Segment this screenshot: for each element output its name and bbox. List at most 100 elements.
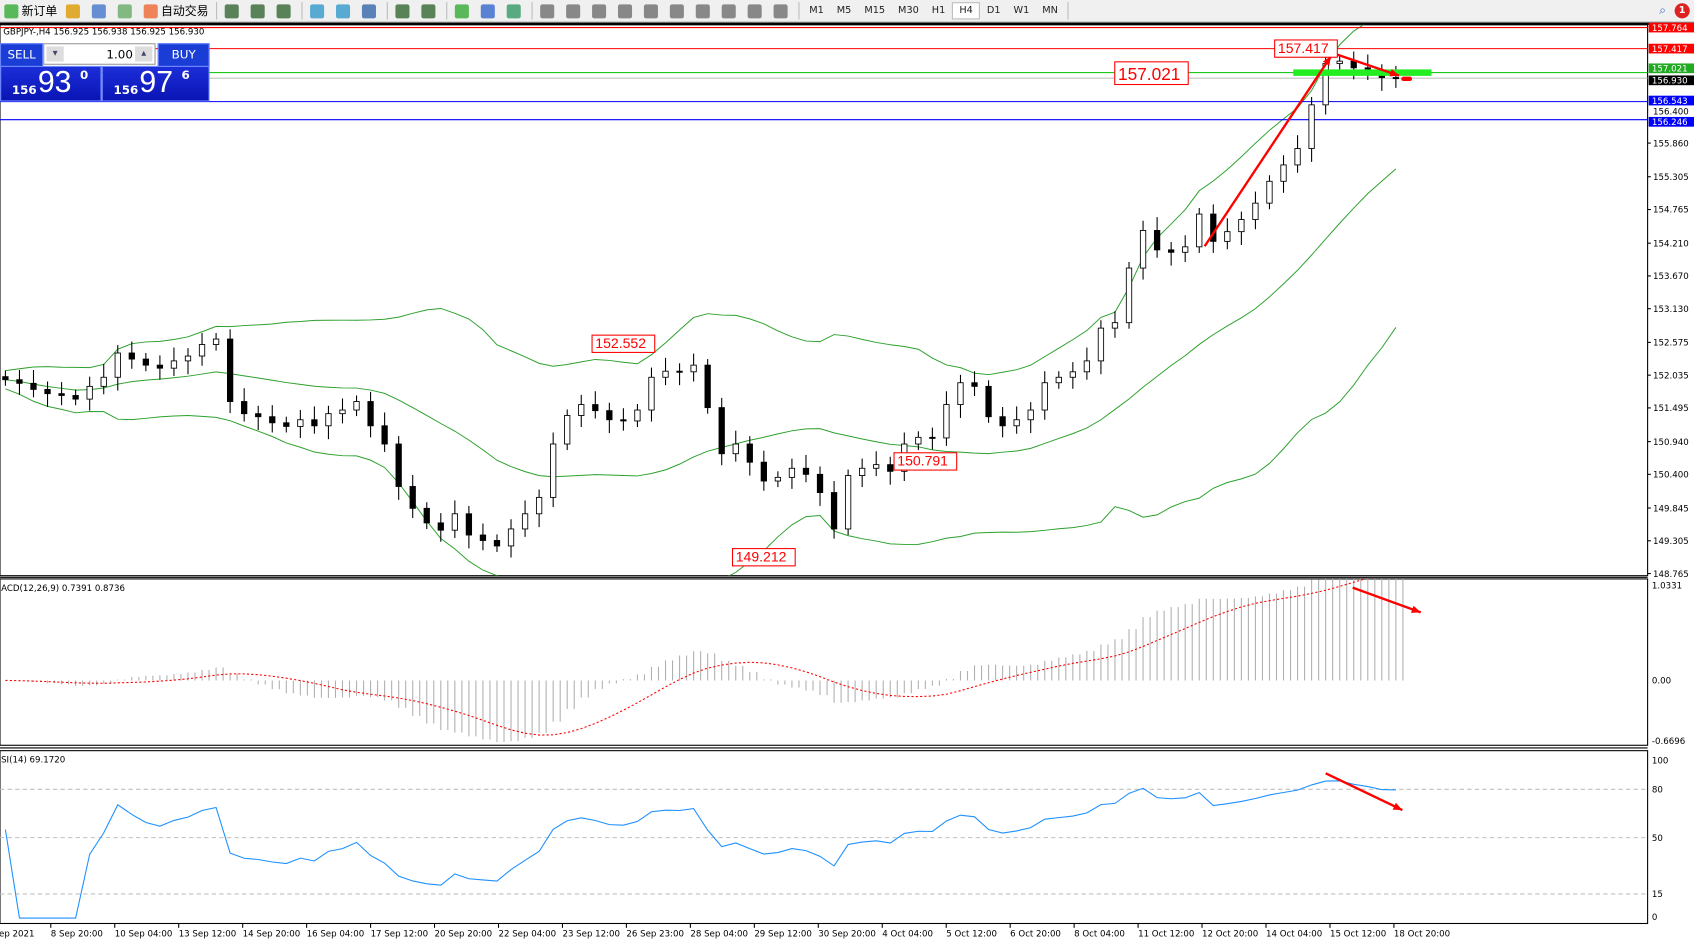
candle-body [451, 513, 458, 531]
candle [1294, 135, 1301, 173]
candle-body [1182, 246, 1189, 253]
candle [114, 345, 121, 391]
annotation-box [1274, 39, 1338, 58]
search-icon[interactable]: ⌕ [1659, 3, 1666, 18]
main-pane[interactable] [0, 24, 1649, 577]
candle-body [437, 522, 444, 531]
candle [507, 519, 515, 558]
candle-body [283, 422, 290, 427]
trend-arrow-down [1334, 52, 1400, 77]
candle [802, 454, 810, 483]
candle-body [128, 352, 135, 360]
lot-increase-button[interactable]: ▲ [135, 46, 153, 62]
fibonacci-icon[interactable] [691, 1, 717, 20]
periods-icon[interactable] [476, 1, 502, 20]
timeframe-m5[interactable]: M5 [836, 5, 852, 17]
price-axis[interactable]: 155.860 155.305 154.765 154.210 153.670 153.1… [1647, 22, 1694, 580]
templates-icon[interactable] [502, 1, 528, 20]
candle-body [943, 404, 950, 439]
timeframe-d1[interactable]: D1 [986, 5, 1001, 17]
time-label: 14 Oct 04:00 [1266, 929, 1322, 939]
candle [704, 359, 711, 414]
price-annotation[interactable]: 157.021 [1114, 61, 1189, 86]
macd-pane[interactable] [0, 578, 1649, 746]
toolbar-separator [301, 2, 303, 20]
rsi-divergence-arrow [1325, 772, 1403, 812]
sell-price-button[interactable]: 156 93 0 [0, 65, 102, 102]
timeframe-h4[interactable]: H4 [951, 2, 981, 20]
price-line-tag [1648, 75, 1694, 86]
price-line-tag-label: 157.764 [1652, 24, 1688, 34]
price-line-tag-label: 157.417 [1652, 45, 1688, 55]
signal-icon[interactable] [113, 1, 139, 20]
market-watch-icon[interactable] [88, 1, 114, 20]
lot-input[interactable] [65, 45, 133, 63]
chart-shift-icon[interactable] [391, 1, 417, 20]
price-annotation[interactable]: 152.552 [591, 334, 656, 353]
crosshair-icon[interactable] [562, 1, 588, 20]
cursor-icon[interactable] [536, 1, 562, 20]
channel-icon[interactable] [666, 1, 692, 20]
candle-body [1308, 104, 1315, 149]
arrows-icon[interactable] [769, 1, 795, 20]
price-annotation[interactable]: 149.212 [731, 548, 796, 567]
indicators-icon[interactable] [451, 1, 477, 20]
candle [732, 430, 739, 462]
zoom-out-icon[interactable] [332, 1, 358, 20]
price-tick-label: 150.400 [1653, 471, 1689, 481]
candle [564, 409, 571, 451]
zoom-in-icon[interactable] [306, 1, 332, 20]
buy-price-button[interactable]: 156 97 6 [101, 65, 210, 102]
time-axis[interactable]: Sep 2021 8 Sep 20:00 10 Sep 04:00 13 Sep 12… [0, 923, 1450, 939]
candle [718, 397, 725, 466]
candle-body [1013, 419, 1020, 427]
gold-icon[interactable] [62, 1, 88, 20]
price-annotation[interactable]: 157.417 [1274, 39, 1338, 58]
time-label: 13 Sep 12:00 [179, 929, 237, 939]
candle [774, 471, 782, 488]
trendline-icon[interactable] [640, 1, 666, 20]
new-order-icon[interactable]: 新订单 [0, 1, 62, 20]
timeframe-m30[interactable]: M30 [898, 5, 919, 17]
vertical-line-icon[interactable] [588, 1, 614, 20]
buy-button[interactable]: BUY [157, 43, 210, 67]
candle-body [241, 401, 248, 415]
timeframe-mn[interactable]: MN [1042, 5, 1058, 17]
text-icon[interactable] [717, 1, 743, 20]
candle [760, 450, 767, 491]
time-label: 15 Oct 12:00 [1330, 929, 1386, 939]
notification-icon[interactable]: 1 [1670, 1, 1694, 20]
candle-body [465, 513, 473, 536]
candle-body [802, 467, 810, 475]
candle-body [1055, 376, 1062, 384]
line-chart-icon[interactable] [272, 1, 298, 20]
candle-body [535, 496, 543, 515]
sell-button[interactable]: SELL [0, 43, 44, 67]
candle [58, 382, 65, 406]
horizontal-line-icon[interactable] [614, 1, 640, 20]
lot-decrease-button[interactable]: ▼ [46, 46, 64, 62]
trend-arrow-up [1203, 55, 1333, 247]
rsi-label: SI(14) 69.1720 [1, 756, 65, 766]
candle-body [521, 513, 529, 530]
notification-badge: 1 [1674, 3, 1690, 19]
candle-chart-icon[interactable] [246, 1, 272, 20]
text-label-icon[interactable] [743, 1, 769, 20]
candle-body [1350, 60, 1357, 69]
auto-trading-icon[interactable]: 自动交易 [139, 1, 212, 20]
toolbar: 新订单 自动交易 M1 M5 M15 M30 H1 H4 D1 W1 MN ⌕ 1 [0, 0, 1694, 23]
tile-windows-icon[interactable] [358, 1, 384, 20]
price-line-tag-label: 156.543 [1652, 97, 1688, 107]
auto-scroll-icon[interactable] [417, 1, 443, 20]
timeframe-m1[interactable]: M1 [809, 5, 824, 17]
rsi-pane[interactable] [0, 750, 1649, 925]
price-annotation[interactable]: 150.791 [893, 452, 958, 471]
timeframe-h1[interactable]: H1 [931, 5, 946, 17]
candle-body [704, 364, 711, 409]
candle-body [606, 410, 613, 421]
candle-body [226, 338, 234, 402]
timeframe-w1[interactable]: W1 [1013, 5, 1030, 17]
bar-chart-icon[interactable] [220, 1, 246, 20]
timeframe-m15[interactable]: M15 [864, 5, 886, 17]
